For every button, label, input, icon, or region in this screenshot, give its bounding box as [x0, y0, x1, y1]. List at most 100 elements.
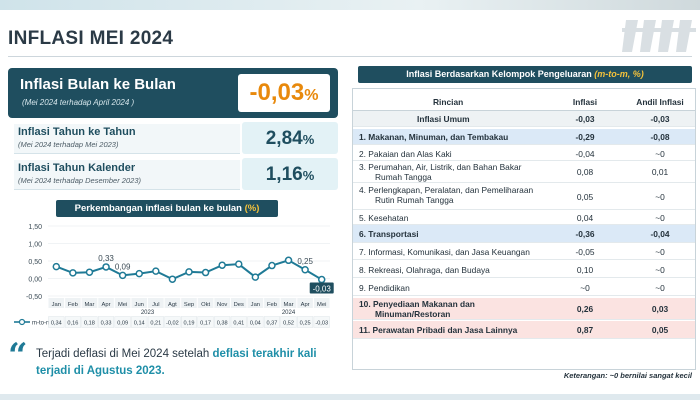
- calendar-inflation-value-wrap: 1,16%: [242, 160, 338, 191]
- category-cell: [164, 298, 181, 308]
- x-tick-label: Jan: [251, 302, 260, 308]
- table-row: Inflasi Umum -0,03 -0,03: [353, 111, 695, 127]
- data-point: [317, 275, 326, 284]
- header-andil: Andil Inflasi: [636, 97, 684, 107]
- data-annotation: 0,25: [297, 257, 313, 266]
- data-point: [235, 260, 243, 268]
- value-cell: [147, 316, 164, 328]
- x-tick-label: Apr: [301, 302, 310, 308]
- row-andil-value: ~0: [655, 192, 665, 202]
- value-cell: [230, 316, 247, 328]
- data-point: [152, 267, 160, 275]
- value-label: 0,16: [67, 321, 78, 327]
- row-inflasi-value: 0,87: [576, 325, 594, 335]
- row-label: 11. Perawatan Pribadi dan Jasa Lainnya: [359, 325, 518, 335]
- row-label: 4. Perlengkapan, Peralatan, dan Pemeliha…: [359, 185, 534, 195]
- row-label-cont: Rumah Tangga: [375, 172, 432, 182]
- data-point: [102, 263, 110, 271]
- value-cell: [114, 316, 131, 328]
- calendar-inflation-bg: [14, 160, 240, 190]
- yearly-inflation-bg: [14, 124, 240, 154]
- chart-title-text: Perkembangan inflasi bulan ke bulan: [74, 203, 245, 214]
- table-row: 3. Perumahan, Air, Listrik, dan Bahan Ba…: [353, 161, 695, 183]
- value-label: 0,21: [150, 321, 161, 327]
- chart-title: Perkembangan inflasi bulan ke bulan (%): [56, 200, 278, 217]
- row-label-cont: Rutin Rumah Tangga: [375, 195, 454, 205]
- category-cell: [230, 298, 247, 308]
- category-cell: [98, 298, 114, 308]
- x-tick-label: Apr: [102, 302, 111, 308]
- table-row: 6. Transportasi -0,36 -0,04: [353, 225, 695, 243]
- table-header-divider: [353, 110, 695, 111]
- calendar-inflation-period: (Mei 2024 terhadap Desember 2023): [18, 176, 141, 185]
- data-point: [185, 268, 193, 276]
- row-inflasi-value: 0,10: [576, 265, 594, 275]
- yearly-inflation-value-box: [242, 122, 338, 154]
- row-label: 2. Pakaian dan Alas Kaki: [359, 149, 452, 159]
- y-tick-label: -0,50: [26, 294, 42, 301]
- y-tick-label: 1,50: [28, 224, 42, 231]
- row-andil-value: ~0: [655, 283, 665, 293]
- quote-text: Terjadi deflasi di Mei 2024 setelah defl…: [36, 346, 341, 380]
- category-cell: [65, 298, 81, 308]
- y-tick-label: 1,00: [28, 242, 42, 249]
- row-inflasi-value: -0,05: [575, 247, 595, 257]
- value-label: 0,14: [134, 321, 145, 327]
- table-row: 2. Pakaian dan Alas Kaki -0,04 ~0: [353, 147, 695, 161]
- row-label: 6. Transportasi: [359, 229, 419, 239]
- yearly-inflation-value-wrap: 2,84%: [242, 124, 338, 155]
- category-cell: [214, 298, 230, 308]
- row-inflasi-value: -0,36: [575, 229, 595, 239]
- yearly-inflation-value: 2,84: [265, 128, 303, 149]
- category-cell: [280, 298, 297, 308]
- x-tick-label: Jun: [135, 302, 144, 308]
- row-inflasi-value: 0,08: [576, 167, 594, 177]
- data-point: [52, 262, 61, 271]
- value-cell: [214, 316, 231, 328]
- data-annotation: -0,03: [313, 285, 332, 294]
- category-cell: [148, 298, 164, 308]
- row-inflasi-value: 0,05: [576, 192, 594, 202]
- row-andil-value: 0,03: [651, 304, 669, 314]
- data-point: [69, 269, 77, 277]
- row-andil-value: ~0: [655, 149, 665, 159]
- table-row: 4. Perlengkapan, Peralatan, dan Pemeliha…: [353, 184, 695, 210]
- table-title-text: Inflasi Berdasarkan Kelompok Pengeluaran: [406, 69, 595, 79]
- row-andil-value: 0,05: [651, 325, 669, 335]
- bottom-strip: [0, 394, 700, 400]
- data-point: [201, 268, 210, 277]
- top-banner-strip: [0, 0, 700, 10]
- monthly-inflation-value: -0,03: [249, 79, 305, 106]
- table-title: Inflasi Berdasarkan Kelompok Pengeluaran…: [358, 66, 692, 83]
- value-label: 0,25: [300, 321, 311, 327]
- row-label: 8. Rekreasi, Olahraga, dan Budaya: [359, 265, 490, 275]
- value-label: 0,18: [84, 321, 95, 327]
- quote-text-a: Terjadi deflasi di Mei 2024 setelah: [36, 348, 213, 360]
- data-point: [301, 266, 309, 274]
- value-label: 0,37: [266, 321, 277, 327]
- row-andil-value: -0,03: [650, 114, 670, 124]
- category-cell: [264, 298, 280, 308]
- row-label: 5. Kesehatan: [359, 213, 409, 223]
- table-row: 7. Informasi, Komunikasi, dan Jasa Keuan…: [353, 244, 695, 260]
- yearly-inflation-card: Inflasi Tahun ke Tahun (Mei 2024 terhada…: [14, 122, 338, 155]
- value-cell: [313, 316, 330, 328]
- data-point: [251, 273, 260, 281]
- row-label: 1. Makanan, Minuman, dan Tembakau: [359, 132, 509, 142]
- category-cell: [48, 298, 65, 308]
- monthly-inflation-chart: 1,501,000,500,00-0,500,330,090,25-0,03Ja…: [14, 224, 334, 328]
- row-inflasi-value: ~0: [580, 283, 590, 293]
- value-cell: [98, 316, 115, 328]
- value-label: 0,52: [283, 321, 294, 327]
- calendar-inflation-value: 1,16: [265, 164, 303, 185]
- value-cell: [280, 316, 297, 328]
- yearly-inflation-unit: %: [302, 132, 315, 147]
- data-point: [135, 269, 143, 278]
- value-label: 0,04: [250, 321, 261, 327]
- x-tick-label: Feb: [68, 302, 78, 308]
- category-cell: [181, 298, 197, 308]
- yearly-inflation-label: Inflasi Tahun ke Tahun: [18, 126, 136, 138]
- quote-highlight: deflasi terakhir kali terjadi di Agustus…: [36, 348, 317, 377]
- table-row: 8. Rekreasi, Olahraga, dan Budaya 0,10 ~0: [353, 262, 695, 278]
- value-cell: [247, 316, 264, 328]
